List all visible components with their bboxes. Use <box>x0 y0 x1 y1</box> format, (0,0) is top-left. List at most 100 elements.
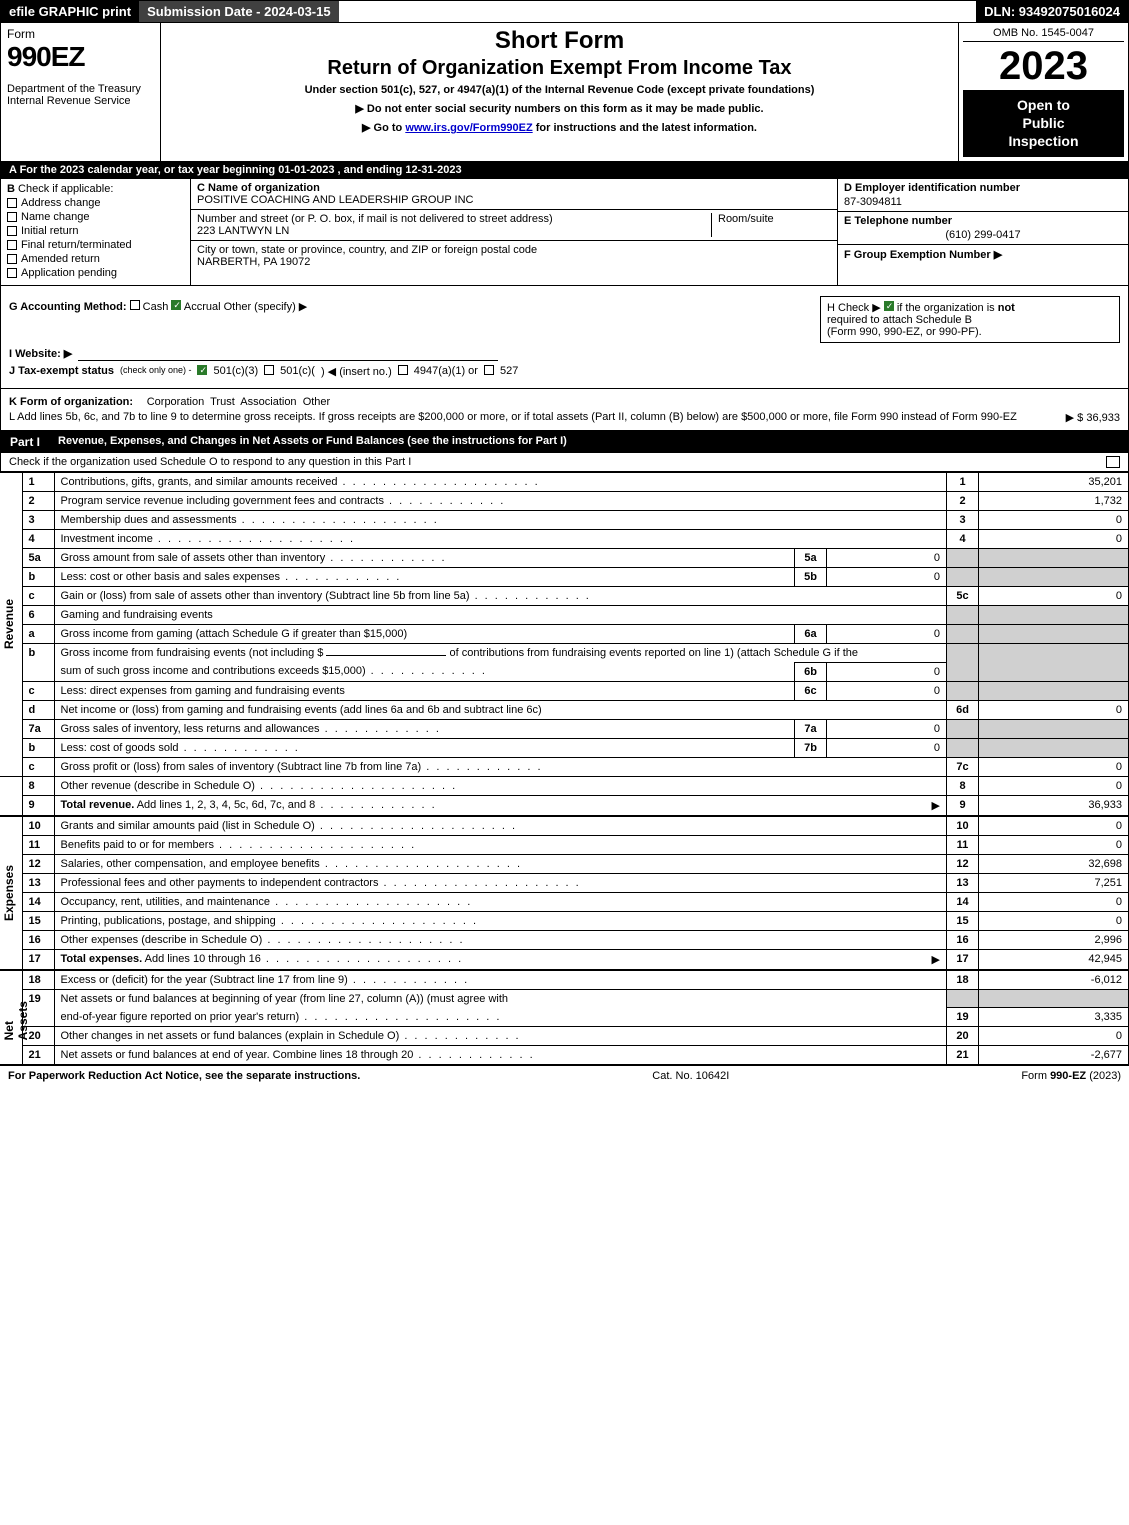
checkbox-h-checked[interactable] <box>884 301 894 311</box>
phone-label: E Telephone number <box>844 215 952 227</box>
checkbox-icon[interactable] <box>7 226 17 236</box>
h-text4: (Form 990, 990-EZ, or 990-PF). <box>827 326 1113 338</box>
check-address-change[interactable]: Address change <box>7 197 184 209</box>
col-b-title: B Check if applicable: <box>7 183 184 195</box>
notice2-pre: ▶ Go to <box>362 122 405 134</box>
line-3: 3 Membership dues and assessments 3 0 <box>0 510 1129 529</box>
form-word: Form <box>7 27 154 41</box>
check-initial-return[interactable]: Initial return <box>7 225 184 237</box>
checkbox-accrual-checked[interactable] <box>171 300 181 310</box>
k-row: K Form of organization: Corporation Trus… <box>9 396 1120 408</box>
footer-right: Form 990-EZ (2023) <box>1021 1070 1121 1082</box>
j-sub: (check only one) - <box>120 365 192 375</box>
line-6b: b Gross income from fundraising events (… <box>0 643 1129 662</box>
part1-subtitle: Check if the organization used Schedule … <box>9 456 411 468</box>
line-6c: c Less: direct expenses from gaming and … <box>0 681 1129 700</box>
check-final-return[interactable]: Final return/terminated <box>7 239 184 251</box>
i-row: I Website: ▶ <box>9 347 1120 361</box>
line-13: 13 Professional fees and other payments … <box>0 873 1129 892</box>
form-header: Form 990EZ Department of the Treasury In… <box>0 23 1129 161</box>
line-19-b: end-of-year figure reported on prior yea… <box>0 1008 1129 1027</box>
short-form-title: Short Form <box>169 27 950 55</box>
street-cell: Number and street (or P. O. box, if mail… <box>191 210 837 241</box>
line-2: 2 Program service revenue including gove… <box>0 491 1129 510</box>
checkbox-527[interactable] <box>484 365 494 375</box>
city-value: NARBERTH, PA 19072 <box>197 256 831 268</box>
g-row: G Accounting Method: Cash Accrual Other … <box>9 296 814 313</box>
checkbox-icon[interactable] <box>7 254 17 264</box>
street-value: 223 LANTWYN LN <box>197 225 711 237</box>
line-20: 20 Other changes in net assets or fund b… <box>0 1027 1129 1046</box>
l-amount: ▶ $ 36,933 <box>1066 411 1120 424</box>
dept-label: Department of the Treasury <box>7 83 154 95</box>
line-21: 21 Net assets or fund balances at end of… <box>0 1046 1129 1065</box>
group-exemption-label: F Group Exemption Number ▶ <box>844 249 1002 261</box>
line-17: 17 Total expenses. Add lines 10 through … <box>0 949 1129 969</box>
subtitle: Under section 501(c), 527, or 4947(a)(1)… <box>169 84 950 96</box>
check-application-pending[interactable]: Application pending <box>7 267 184 279</box>
org-name-label: C Name of organization <box>197 182 831 194</box>
checkbox-501c3-checked[interactable] <box>197 365 207 375</box>
schedule-o-checkbox[interactable] <box>1106 456 1120 468</box>
ein-cell: D Employer identification number 87-3094… <box>838 179 1128 212</box>
check-amended-return[interactable]: Amended return <box>7 253 184 265</box>
h-text3: required to attach Schedule B <box>827 314 1113 326</box>
irs-label: Internal Revenue Service <box>7 95 154 107</box>
line-18: Net Assets 18 Excess or (deficit) for th… <box>0 970 1129 989</box>
line-1: Revenue 1 Contributions, gifts, grants, … <box>0 472 1129 491</box>
street-label: Number and street (or P. O. box, if mail… <box>197 213 711 225</box>
line-7a: 7a Gross sales of inventory, less return… <box>0 719 1129 738</box>
tax-year: 2023 <box>963 46 1124 86</box>
checkbox-icon[interactable] <box>7 198 17 208</box>
line-8: 8 Other revenue (describe in Schedule O)… <box>0 776 1129 795</box>
checkbox-icon[interactable] <box>7 212 17 222</box>
ein-label: D Employer identification number <box>844 182 1020 194</box>
topbar-spacer <box>339 1 977 22</box>
group-exemption-cell: F Group Exemption Number ▶ <box>838 245 1128 264</box>
section-ghij: G Accounting Method: Cash Accrual Other … <box>0 286 1129 389</box>
h-not: not <box>998 302 1015 314</box>
line-4: 4 Investment income 4 0 <box>0 529 1129 548</box>
omb-number: OMB No. 1545-0047 <box>963 27 1124 42</box>
checkbox-icon[interactable] <box>7 268 17 278</box>
line-5b: b Less: cost or other basis and sales ex… <box>0 567 1129 586</box>
checkbox-4947[interactable] <box>398 365 408 375</box>
line-5c: c Gain or (loss) from sale of assets oth… <box>0 586 1129 605</box>
col-b: B Check if applicable: Address change Na… <box>1 179 191 285</box>
h-text2: if the organization is <box>897 302 998 314</box>
check-name-change[interactable]: Name change <box>7 211 184 223</box>
line-9: 9 Total revenue. Add lines 1, 2, 3, 4, 5… <box>0 795 1129 815</box>
city-cell: City or town, state or province, country… <box>191 241 837 271</box>
line-6d: d Net income or (loss) from gaming and f… <box>0 700 1129 719</box>
irs-link[interactable]: www.irs.gov/Form990EZ <box>405 122 532 134</box>
line-a: A For the 2023 calendar year, or tax yea… <box>0 161 1129 179</box>
line-12: 12 Salaries, other compensation, and emp… <box>0 854 1129 873</box>
website-field[interactable] <box>78 347 498 361</box>
part1-subtitle-row: Check if the organization used Schedule … <box>0 453 1129 472</box>
room-suite-label: Room/suite <box>711 213 831 237</box>
main-title: Return of Organization Exempt From Incom… <box>169 57 950 80</box>
line-16: 16 Other expenses (describe in Schedule … <box>0 930 1129 949</box>
checkbox-corporation-checked[interactable] <box>136 396 144 408</box>
ein-value: 87-3094811 <box>844 196 1122 208</box>
line-7b: b Less: cost of goods sold 7b 0 <box>0 738 1129 757</box>
open-line2: Public <box>967 114 1120 132</box>
section-bcdef: B Check if applicable: Address change Na… <box>0 179 1129 286</box>
part1-title: Revenue, Expenses, and Changes in Net As… <box>50 431 1129 453</box>
revenue-sidebar: Revenue <box>0 472 22 776</box>
checkbox-icon[interactable] <box>7 240 17 250</box>
dln-label: DLN: 93492075016024 <box>976 1 1128 22</box>
org-name-value: POSITIVE COACHING AND LEADERSHIP GROUP I… <box>197 194 831 206</box>
l-row: L Add lines 5b, 6c, and 7b to line 9 to … <box>9 411 1120 423</box>
h-box: H Check ▶ if the organization is not req… <box>820 296 1120 343</box>
phone-cell: E Telephone number (610) 299-0417 <box>838 212 1128 245</box>
checkbox-501c[interactable] <box>264 365 274 375</box>
form-number: 990EZ <box>7 41 154 73</box>
line-7c: c Gross profit or (loss) from sales of i… <box>0 757 1129 776</box>
col-c: C Name of organization POSITIVE COACHING… <box>191 179 838 285</box>
checkbox-cash[interactable] <box>130 300 140 310</box>
j-row: J Tax-exempt status (check only one) - 5… <box>9 365 1120 378</box>
top-bar: efile GRAPHIC print Submission Date - 20… <box>0 0 1129 23</box>
h-text1: H Check ▶ <box>827 302 881 314</box>
line-5a: 5a Gross amount from sale of assets othe… <box>0 548 1129 567</box>
